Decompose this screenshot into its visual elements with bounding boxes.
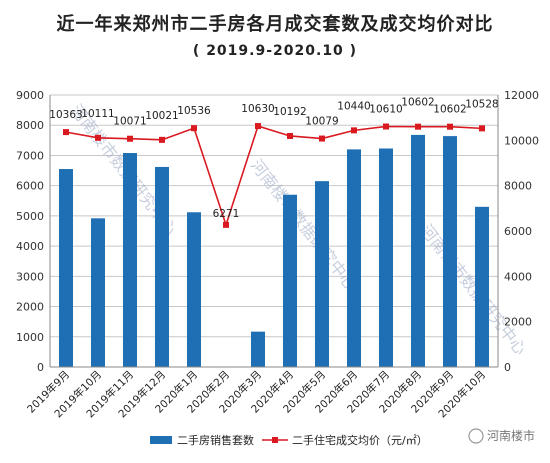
y-left-tick-label: 7000 xyxy=(16,149,44,162)
bar xyxy=(251,331,265,367)
bar xyxy=(315,181,329,367)
y-right-tick-label: 0 xyxy=(504,361,511,374)
y-right-tick-label: 2000 xyxy=(504,316,532,329)
bar xyxy=(155,166,169,367)
data-label: 10192 xyxy=(273,106,306,118)
bar xyxy=(59,169,73,367)
line-point xyxy=(159,136,165,143)
line-point xyxy=(223,221,229,228)
data-label: 10079 xyxy=(305,116,338,128)
line-point xyxy=(351,127,357,134)
data-label: 6271 xyxy=(213,208,240,220)
y-right-tick-label: 12000 xyxy=(504,89,539,102)
bar xyxy=(123,153,137,367)
data-label: 10602 xyxy=(433,104,466,116)
line-point xyxy=(63,129,69,136)
data-label: 10440 xyxy=(337,100,370,112)
bar xyxy=(443,136,457,367)
data-label: 10602 xyxy=(401,97,434,109)
chart-title: 近一年来郑州市二手房各月成交套数及成交均价对比 xyxy=(56,14,494,35)
y-right-tick-label: 10000 xyxy=(504,134,539,147)
brand-icon xyxy=(468,428,484,444)
y-left-tick-label: 6000 xyxy=(16,180,44,193)
y-left-tick-label: 8000 xyxy=(16,119,44,132)
data-label: 10071 xyxy=(113,116,146,128)
line-point xyxy=(479,125,485,132)
brand-text: 河南楼市 xyxy=(487,428,535,443)
y-left-tick-label: 2000 xyxy=(16,301,44,314)
data-label: 10610 xyxy=(369,104,402,116)
legend-label-bar: 二手房销售套数 xyxy=(177,433,254,447)
y-left-tick-label: 5000 xyxy=(16,210,44,223)
bar xyxy=(283,194,297,367)
line-point xyxy=(191,125,197,132)
bar xyxy=(347,149,361,367)
legend-marker-line xyxy=(272,437,278,443)
line-point xyxy=(319,135,325,142)
bar xyxy=(475,206,489,367)
bar xyxy=(91,218,105,367)
brand-mark: 河南楼市 xyxy=(468,428,535,444)
y-left-tick-label: 4000 xyxy=(16,240,44,253)
y-left-tick-label: 0 xyxy=(37,361,44,374)
bar xyxy=(411,134,425,367)
legend-swatch-bar xyxy=(150,436,172,444)
line-point xyxy=(127,135,133,142)
line-point xyxy=(383,123,389,130)
watermark-text: 河南楼市数据研究中心 xyxy=(247,156,360,294)
bar-series xyxy=(59,134,489,367)
chart-subtitle: ( 2019.9-2020.10 ) xyxy=(192,43,358,59)
data-label: 10536 xyxy=(177,105,211,117)
line-point xyxy=(255,123,261,130)
bar xyxy=(379,148,393,367)
y-left-tick-label: 1000 xyxy=(16,331,44,344)
legend-label-line: 二手住宅成交均价（元/㎡） xyxy=(292,433,428,447)
y-right-tick-label: 8000 xyxy=(504,180,532,193)
legend: 二手房销售套数 二手住宅成交均价（元/㎡） xyxy=(150,433,428,447)
line-point xyxy=(415,123,421,130)
price-line xyxy=(65,125,483,228)
watermark-text: 河南楼市数据研究中心 xyxy=(417,221,530,359)
line-series: 1036310111100711002110536627110630101921… xyxy=(49,97,499,228)
data-label: 10528 xyxy=(465,98,498,110)
line-point xyxy=(447,123,453,130)
y-left-tick-label: 9000 xyxy=(16,89,44,102)
data-label: 10111 xyxy=(81,108,114,120)
data-label: 10363 xyxy=(49,109,82,121)
line-point xyxy=(95,134,101,141)
y-left-tick-label: 3000 xyxy=(16,270,44,283)
y-right-tick-label: 4000 xyxy=(504,270,532,283)
data-label: 10021 xyxy=(145,110,178,122)
line-point xyxy=(287,132,293,139)
data-label: 10630 xyxy=(241,103,274,115)
y-right-tick-label: 6000 xyxy=(504,225,532,238)
bar xyxy=(187,212,201,367)
